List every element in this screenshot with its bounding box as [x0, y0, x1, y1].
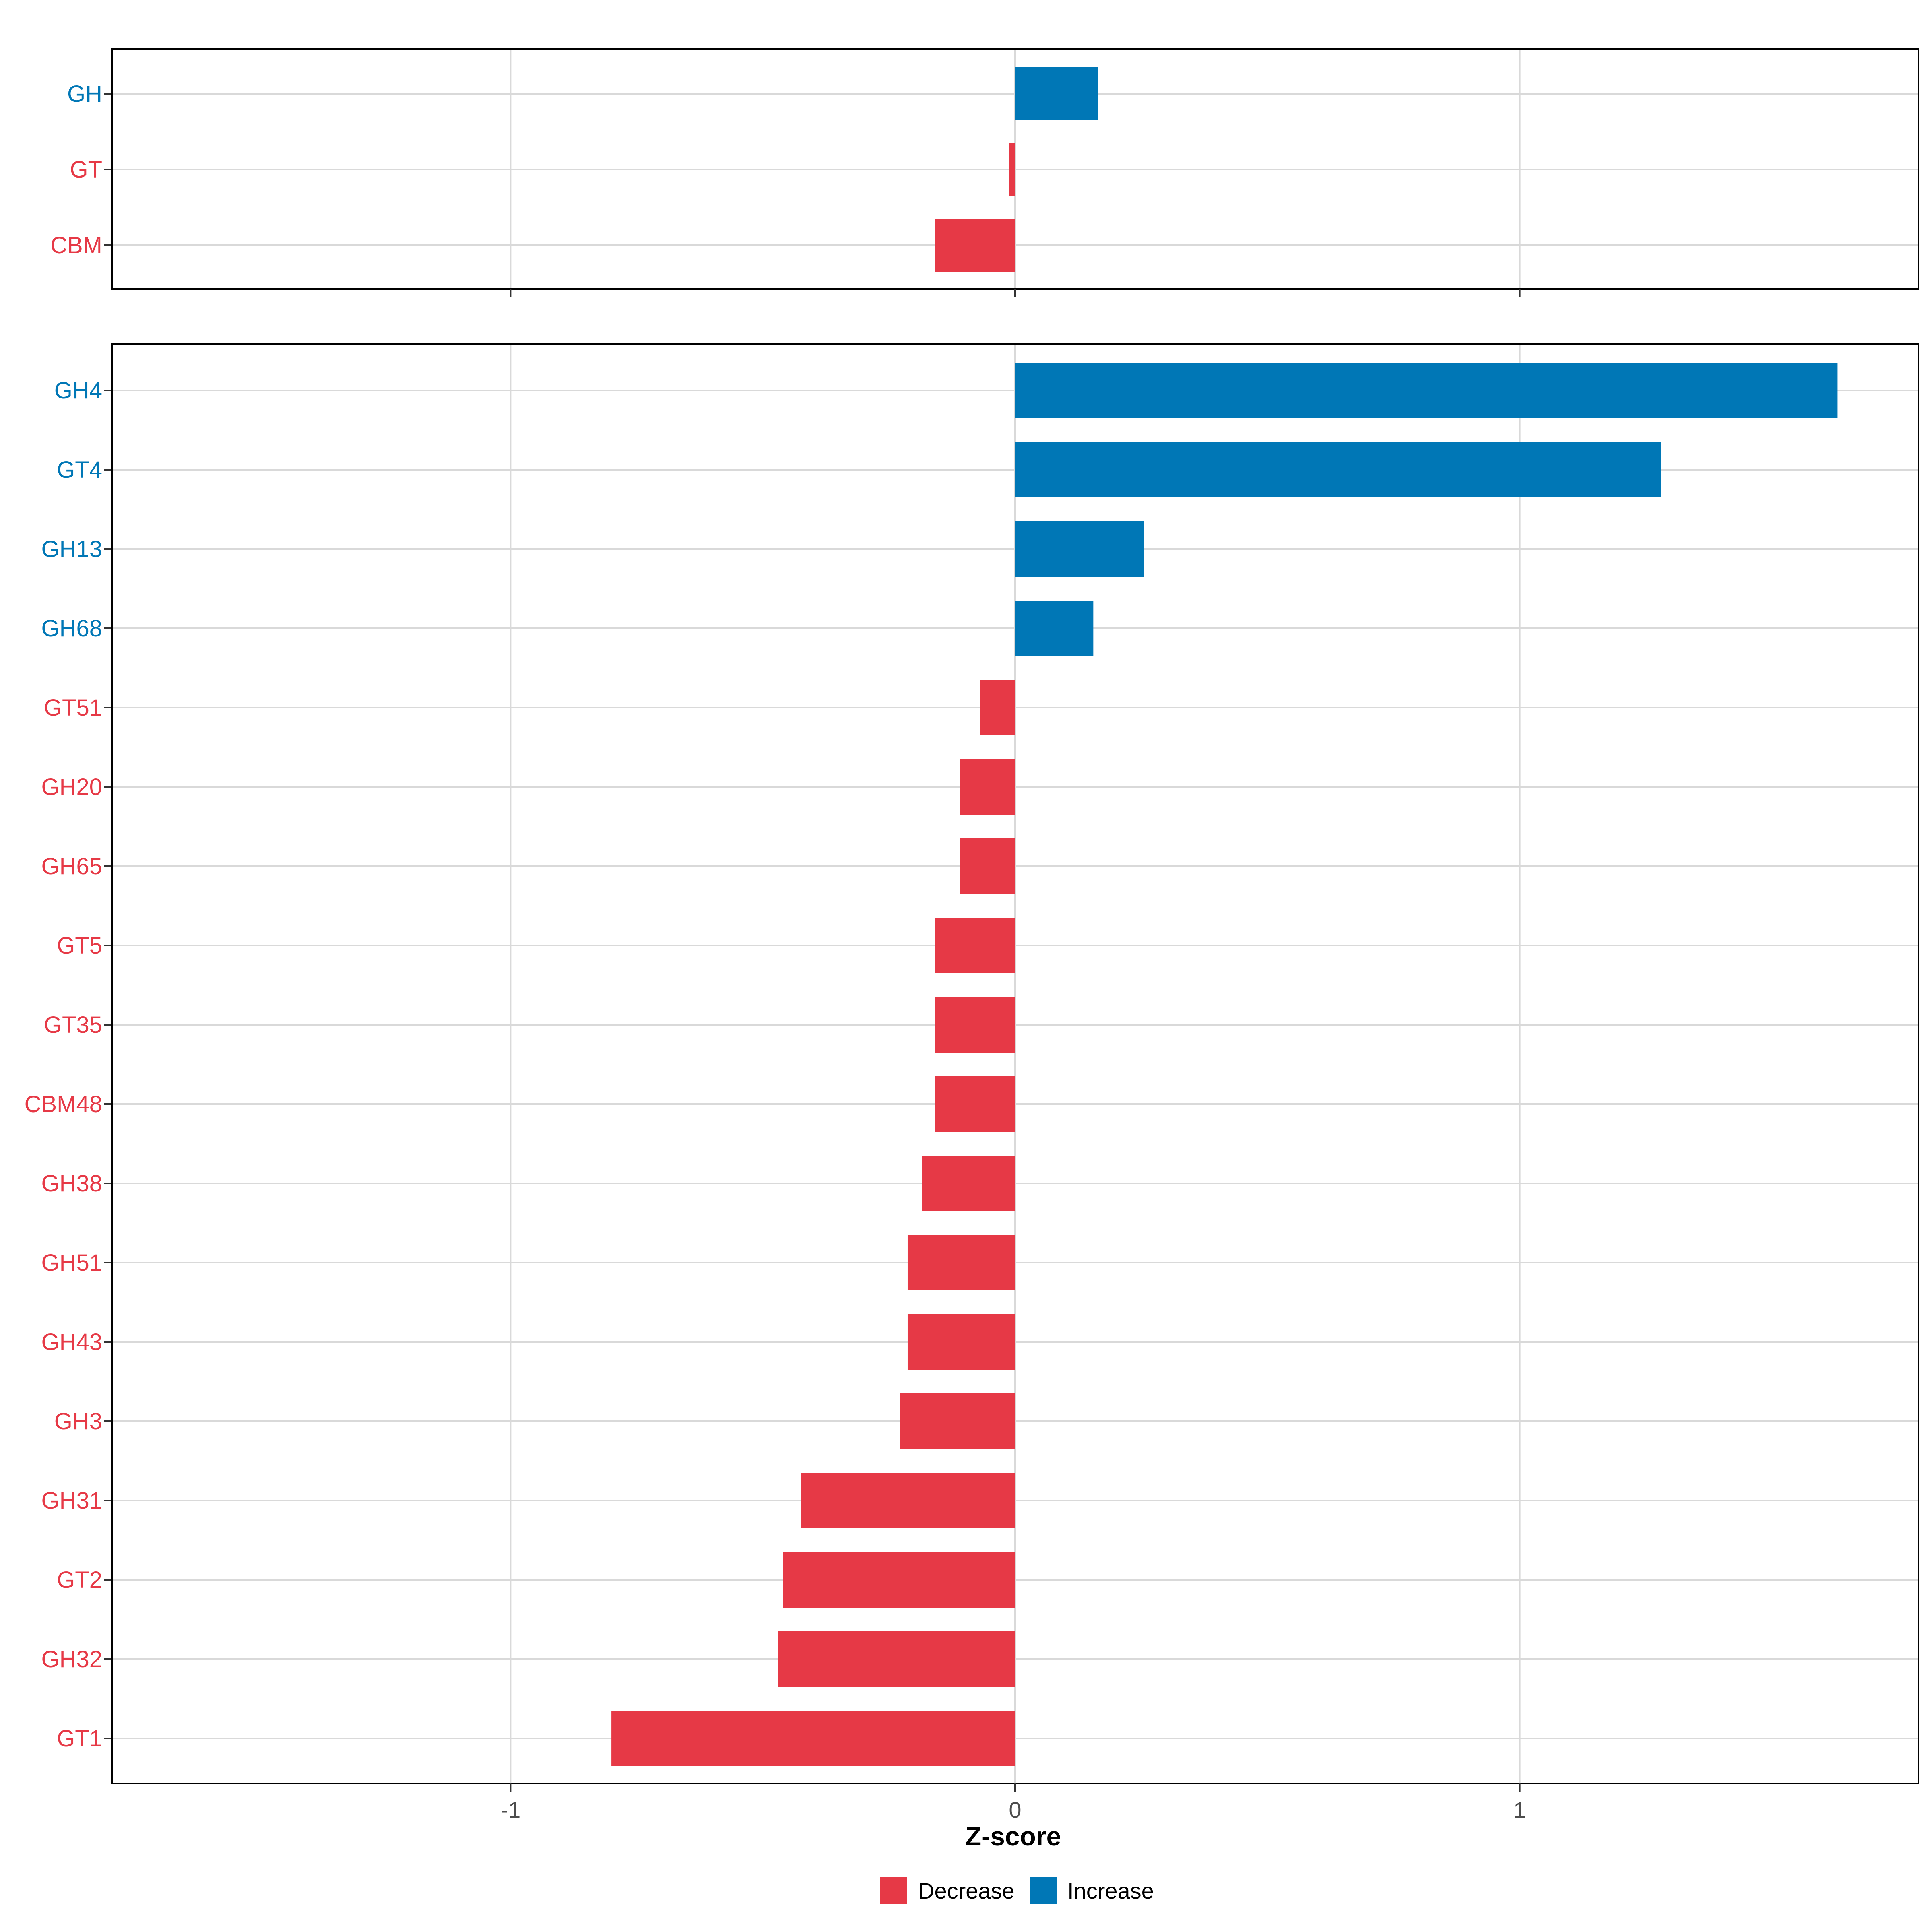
bar-GH38 [922, 1156, 1015, 1211]
bar-GH20 [960, 759, 1015, 815]
legend: Decrease Increase [880, 1877, 1154, 1904]
x-tick-label-2: 1 [1513, 1797, 1526, 1823]
y-tick-label-GH38: GH38 [41, 1170, 102, 1197]
panel-bottom: GH4 GT4 GH13 GH68 GT51 GH20 GH65 GT5 GT35 CBM48 GH… [25, 343, 1919, 1792]
y-tick-label-GH4: GH4 [54, 378, 102, 404]
y-tick-label-GH32: GH32 [41, 1646, 102, 1672]
y-tick-label-GT: GT [70, 157, 102, 183]
bar-GT4 [1015, 442, 1661, 497]
legend-label-increase: Increase [1067, 1878, 1154, 1903]
bar-GH65 [960, 838, 1015, 894]
bar-GT5 [935, 918, 1015, 973]
x-tick-label-1: 0 [1009, 1797, 1021, 1823]
legend-label-decrease: Decrease [918, 1878, 1015, 1903]
bar-GT35 [935, 997, 1015, 1053]
legend-key-decrease [880, 1877, 907, 1904]
y-tick-label-CBM48: CBM48 [25, 1091, 102, 1117]
bar-GT2 [783, 1552, 1015, 1608]
bar-CBM48 [935, 1076, 1015, 1132]
bar-GH68 [1015, 601, 1094, 656]
y-tick-label-GT51: GT51 [44, 695, 102, 721]
bar-GT51 [980, 680, 1015, 735]
panels-layer: GH GT CBM GH4 GT4 GH13 GH68 GT51 GH20 GH65 GT5 GT35… [25, 48, 1919, 1792]
y-tick-label-GH20: GH20 [41, 774, 102, 800]
bar-GH13 [1015, 521, 1144, 577]
panel-top: GH GT CBM [50, 48, 1919, 297]
y-tick-label-GH43: GH43 [41, 1329, 102, 1355]
x-axis: -1 0 1 [500, 1797, 1526, 1823]
bar-CBM [935, 219, 1015, 272]
y-tick-label-GH68: GH68 [41, 615, 102, 642]
y-tick-label-GT2: GT2 [57, 1567, 102, 1593]
bar-GH51 [907, 1235, 1015, 1290]
bar-GH [1015, 67, 1098, 120]
bar-GH3 [900, 1393, 1015, 1449]
bar-GT [1009, 143, 1015, 196]
y-tick-label-GT5: GT5 [57, 933, 102, 959]
y-tick-label-GT35: GT35 [44, 1012, 102, 1038]
y-tick-label-GT1: GT1 [57, 1726, 102, 1752]
legend-key-increase [1030, 1877, 1057, 1904]
bar-GH43 [907, 1314, 1015, 1370]
bar-GT1 [611, 1711, 1015, 1766]
y-tick-label-GT4: GT4 [57, 457, 102, 483]
y-tick-label-CBM: CBM [50, 232, 102, 258]
bar-GH31 [801, 1473, 1015, 1528]
y-tick-label-GH13: GH13 [41, 536, 102, 562]
y-tick-label-GH65: GH65 [41, 853, 102, 879]
y-tick-label-GH31: GH31 [41, 1488, 102, 1514]
y-tick-label-GH3: GH3 [54, 1408, 102, 1435]
y-tick-label-GH51: GH51 [41, 1250, 102, 1276]
bar-GH4 [1015, 363, 1838, 418]
x-tick-label-0: -1 [500, 1797, 520, 1823]
bar-GH32 [778, 1631, 1015, 1687]
x-axis-title: Z-score [965, 1821, 1061, 1851]
y-tick-label-GH: GH [67, 81, 102, 107]
